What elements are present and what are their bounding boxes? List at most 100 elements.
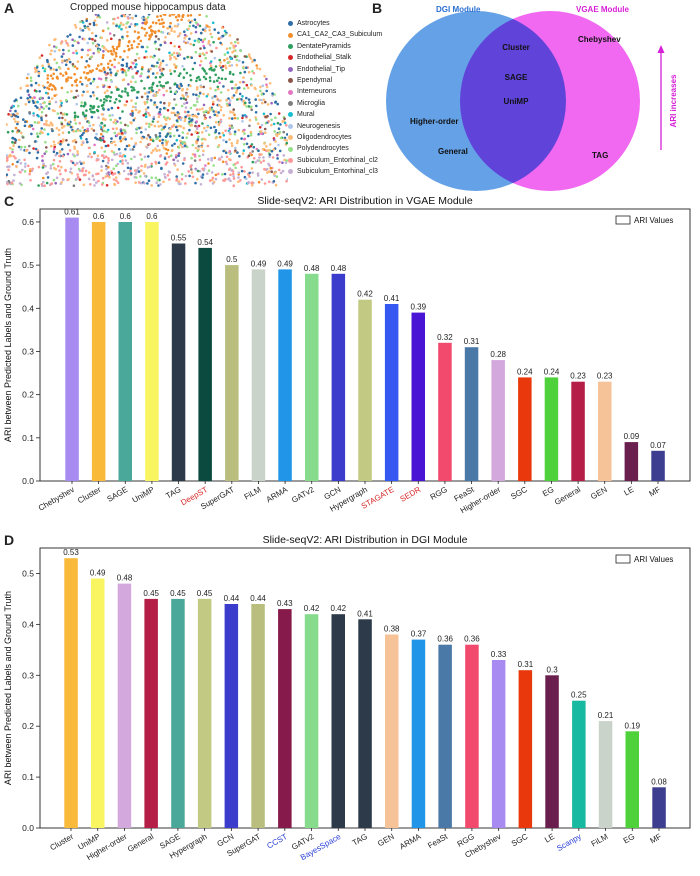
cell-point (61, 113, 65, 116)
cell-point (129, 65, 133, 69)
cell-point (179, 139, 182, 143)
cell-point (159, 183, 162, 186)
cell-point (70, 84, 74, 87)
cell-point (134, 59, 137, 62)
bar-value-label: 0.25 (571, 691, 587, 700)
cell-point (163, 125, 167, 129)
cell-point (154, 76, 158, 79)
cell-point (151, 21, 155, 24)
cell-point (259, 161, 263, 164)
legend-label: ARI Values (634, 555, 673, 564)
cell-point (193, 153, 197, 156)
cell-point (234, 146, 237, 150)
cell-point (245, 66, 248, 69)
y-tick-label: 0.2 (22, 721, 34, 731)
cell-point (65, 60, 69, 63)
cell-point (161, 85, 164, 88)
x-tick-label: RGG (429, 485, 449, 502)
cell-point (202, 75, 206, 79)
cell-point (164, 135, 168, 138)
cell-point (135, 23, 139, 26)
legend-dot-icon (288, 21, 293, 27)
cell-point (198, 14, 201, 16)
cell-point (234, 91, 238, 94)
cell-point (146, 106, 150, 109)
bar-value-label: 0.28 (490, 350, 506, 359)
cell-point (162, 146, 166, 150)
cell-point (221, 173, 224, 176)
cell-point (250, 153, 253, 157)
cell-point (61, 116, 64, 120)
cell-point (24, 162, 27, 165)
cell-point (158, 148, 161, 152)
cell-point (160, 124, 163, 128)
cell-point (106, 89, 109, 92)
cell-point (135, 96, 139, 99)
bar (358, 619, 372, 828)
legend-dot-icon (288, 89, 293, 95)
cell-point (140, 169, 143, 172)
cell-point (44, 114, 48, 117)
cell-point (133, 169, 137, 172)
cell-point (271, 156, 275, 159)
cell-point (224, 151, 228, 154)
cell-point (195, 97, 199, 101)
cell-point (42, 162, 45, 165)
y-axis-label: ARI between Predicted Labels and Ground … (3, 591, 13, 785)
cell-point (67, 67, 70, 71)
cell-point (89, 82, 93, 85)
cell-point (149, 138, 153, 142)
cell-point (164, 176, 167, 179)
cell-point (105, 21, 109, 24)
cell-point (33, 96, 36, 99)
bar (651, 450, 665, 481)
cell-point (83, 24, 86, 28)
cell-point (243, 70, 247, 74)
cell-point (38, 108, 41, 111)
cell-point (195, 76, 199, 80)
cell-point (129, 80, 133, 84)
legend-label: Neurogenesis (297, 122, 341, 130)
legend-item: Oligodendrocytes (288, 132, 382, 143)
cell-point (92, 123, 95, 127)
cell-point (162, 25, 165, 28)
x-tick-label: GATv2 (290, 485, 316, 505)
cell-point (11, 148, 14, 151)
cell-point (107, 166, 110, 169)
cell-point (137, 166, 140, 170)
cell-point (179, 97, 183, 100)
cell-point (95, 172, 98, 176)
cell-point (91, 69, 94, 72)
cell-point (247, 134, 250, 138)
cell-point (252, 71, 256, 75)
cell-point (118, 40, 121, 44)
cell-point (126, 44, 130, 48)
bar-value-label: 0.31 (518, 660, 534, 669)
cell-point (140, 164, 143, 168)
cell-point (225, 47, 229, 51)
bar (572, 700, 586, 828)
cell-point (139, 39, 143, 43)
cell-point (95, 132, 98, 136)
cell-point (203, 117, 207, 121)
cell-point (6, 154, 8, 157)
cell-point (121, 70, 124, 74)
cell-point (87, 78, 90, 82)
cell-point (59, 99, 63, 103)
bar (544, 377, 559, 481)
cell-point (158, 66, 161, 69)
cell-point (279, 171, 283, 175)
cell-point (41, 166, 45, 169)
cell-point (256, 122, 260, 125)
cell-point (115, 127, 118, 130)
cell-point (249, 145, 253, 148)
cell-point (152, 81, 155, 85)
cell-point (123, 154, 127, 158)
cell-point (176, 18, 179, 22)
cell-point (245, 83, 249, 87)
cell-point (219, 118, 223, 122)
cell-point (12, 155, 16, 158)
cell-point (37, 74, 41, 78)
venn-left-item: General (438, 147, 468, 156)
cell-point (199, 183, 203, 186)
